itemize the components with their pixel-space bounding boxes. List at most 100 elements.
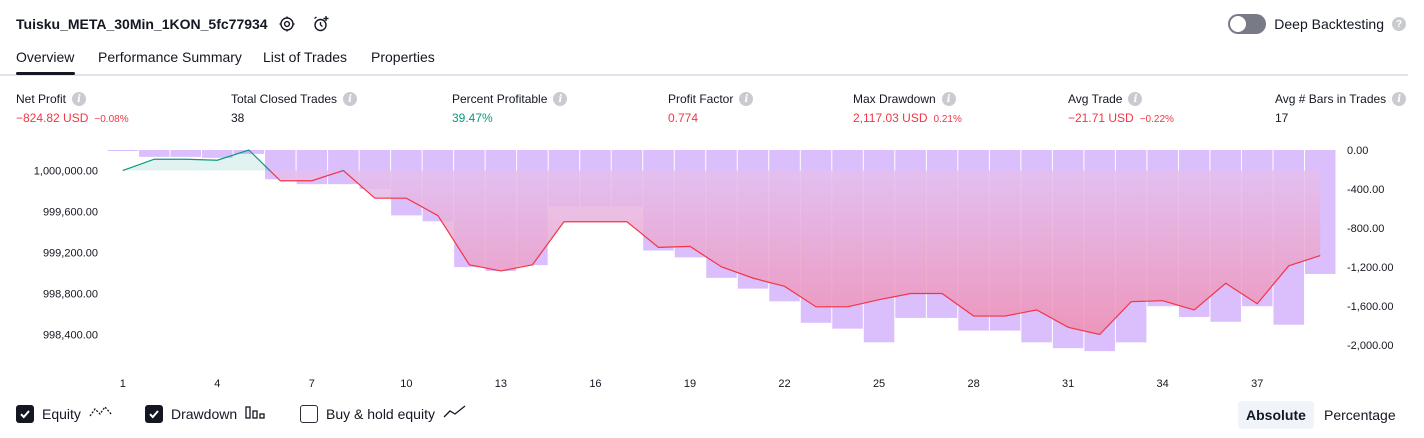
y-left-tick-label: 999,200.00 [43,248,98,260]
equity-drawdown-chart: 1,000,000.00 999,600.00 999,200.00 998,800.… [34,145,1394,390]
stat-max-drawdown: Max Drawdown i 2,117.03 USD 0.21% [853,90,962,127]
mode-percentage-button[interactable]: Percentage [1324,407,1396,423]
stat-percent-profitable: Percent Profitable i 39.47% [452,90,568,127]
stat-percent: −0.22% [1139,114,1174,125]
x-tick-label: 37 [1251,378,1263,390]
legend-equity[interactable]: Equity [16,404,113,423]
drawdown-bar [139,150,170,157]
x-tick-label: 4 [214,378,220,390]
stat-value: 38 [231,111,245,125]
stat-value: 2,117.03 USD [853,111,928,125]
tab-overview[interactable]: Overview [16,49,75,65]
x-tick-label: 22 [778,378,790,390]
info-icon[interactable]: i [72,92,87,106]
stat-label: Avg # Bars in Trades [1275,92,1387,106]
deep-backtesting-label: Deep Backtesting [1274,16,1384,32]
stat-label: Total Closed Trades [231,92,338,106]
y-right-tick-label: -1,200.00 [1347,262,1393,274]
stat-value: 39.47% [452,111,493,125]
toggle-knob [1230,16,1247,32]
stat-label: Percent Profitable [452,92,548,106]
legend-label: Drawdown [171,405,238,422]
drawdown-bar [233,150,265,154]
info-icon[interactable]: i [739,92,754,106]
y-left-tick-label: 999,600.00 [43,207,98,219]
strategy-title: Tuisku_META_30Min_1KON_5fc77934 [16,16,268,32]
chart-legend: Equity Drawdown Buy & hold equity Absolu… [0,400,1424,430]
equity-line-loss [122,170,1321,336]
drawdown-bar [202,150,233,158]
x-tick-label: 19 [684,378,696,390]
deep-backtesting-toggle[interactable] [1228,14,1267,34]
tab-properties[interactable]: Properties [371,49,435,65]
stat-percent: 0.21% [933,114,962,125]
y-right-tick-label: 0.00 [1347,145,1368,157]
y-left-tick-label: 998,400.00 [43,330,98,342]
x-tick-label: 25 [873,378,885,390]
y-right-tick-label: -2,000.00 [1347,340,1393,352]
y-right-tick-label: -400.00 [1347,184,1384,196]
drawdown-bar [107,150,139,151]
report-tabs: Overview Performance Summary List of Tra… [0,44,1408,76]
x-axis: 1 4 7 10 13 16 19 22 25 28 31 34 37 [120,378,1264,390]
x-tick-label: 16 [589,378,601,390]
info-icon[interactable]: i [941,92,956,106]
equity-fill-loss [122,170,1321,335]
equity-line [122,149,1321,336]
stat-value: −824.82 USD [16,111,89,125]
stat-label: Max Drawdown [853,92,936,106]
stats-row: Net Profit i −824.82 USD −0.08% Total Clos… [0,90,1424,130]
tab-performance-summary[interactable]: Performance Summary [98,49,242,65]
stat-profit-factor: Profit Factor i 0.774 [668,90,754,127]
checkbox-drawdown[interactable] [145,404,163,423]
deep-backtesting: Deep Backtesting ? [1228,13,1406,35]
stat-label: Profit Factor [668,92,734,106]
report-header: Tuisku_META_30Min_1KON_5fc77934 Deep Bac… [0,0,1424,48]
gear-icon[interactable] [277,14,297,34]
info-icon[interactable]: i [343,92,358,106]
active-tab-indicator [16,72,75,75]
x-tick-label: 1 [120,378,126,390]
x-tick-label: 34 [1157,378,1169,390]
stat-net-profit: Net Profit i −824.82 USD −0.08% [16,90,129,127]
x-tick-label: 13 [495,378,507,390]
stat-total-closed-trades: Total Closed Trades i 38 [231,90,358,127]
info-icon[interactable]: i [1392,92,1407,106]
info-icon[interactable]: i [553,92,568,106]
stat-avg-trade: Avg Trade i −21.71 USD −0.22% [1068,90,1174,127]
equity-fill [122,150,1321,335]
legend-label: Buy & hold equity [326,405,435,422]
left-axis: 1,000,000.00 999,600.00 999,200.00 998,800.… [34,166,98,342]
equity-line-icon [89,404,113,423]
stat-label: Net Profit [16,92,67,106]
checkbox-equity[interactable] [16,404,34,423]
x-tick-label: 10 [400,378,412,390]
stat-value: −21.71 USD [1068,111,1134,125]
y-left-tick-label: 1,000,000.00 [34,166,98,178]
x-tick-label: 31 [1062,378,1074,390]
drawdown-bar [170,150,202,157]
stat-percent: −0.08% [94,114,129,125]
stat-value: 17 [1275,111,1289,125]
right-axis: 0.00 -400.00 -800.00 -1,200.00 -1,600.00 -2,0… [1347,145,1393,352]
mode-absolute-button[interactable]: Absolute [1238,401,1314,429]
stat-label: Avg Trade [1068,92,1123,106]
legend-drawdown[interactable]: Drawdown [145,404,267,423]
alarm-clock-plus-icon[interactable] [311,14,331,34]
buy-hold-line-icon [443,404,467,423]
help-icon[interactable]: ? [1392,17,1406,31]
legend-label: Equity [42,405,81,422]
x-tick-label: 28 [967,378,979,390]
stat-avg-bars-in-trades: Avg # Bars in Trades i 17 [1275,90,1407,127]
legend-buy-hold-equity[interactable]: Buy & hold equity [300,404,467,423]
y-right-tick-label: -1,600.00 [1347,301,1393,313]
equity-fill-profit [122,150,1321,171]
info-icon[interactable]: i [1128,92,1143,106]
tab-list-of-trades[interactable]: List of Trades [263,49,348,65]
drawdown-bars-icon [245,404,267,423]
stat-value: 0.774 [668,111,699,125]
y-left-tick-label: 998,800.00 [43,289,98,301]
checkbox-buy-hold-equity[interactable] [300,404,318,423]
y-right-tick-label: -800.00 [1347,223,1384,235]
x-tick-label: 7 [309,378,315,390]
